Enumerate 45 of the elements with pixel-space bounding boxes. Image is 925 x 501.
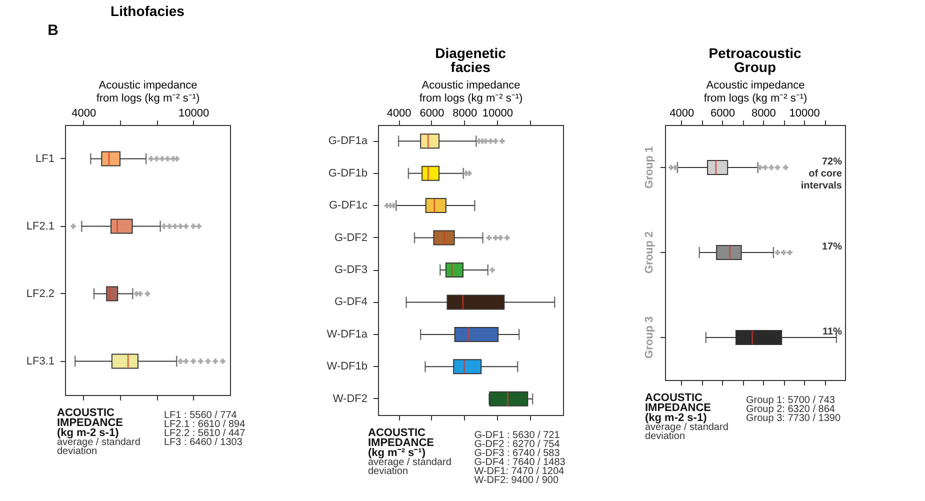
y-tick-label: G-DF1a [328, 135, 368, 148]
x-tick-label: 10000 [482, 108, 514, 120]
y-tick-label: G-DF2 [334, 232, 368, 244]
annotation: 11% [822, 326, 842, 338]
y-tick-label: G-DF1c [329, 200, 368, 212]
y-tick-label: G-DF1b [328, 167, 368, 180]
y-tick-label: Group 3 [644, 316, 656, 359]
y-tick-label: Group 2 [644, 231, 656, 274]
text: Group 1: 5700 / 743 Group 2: 6320 / 864 Group 3: 7730 / 1390 [746, 395, 841, 424]
chart-title: Petroacoustic Group [708, 45, 802, 75]
x-tick-label: 4000 [386, 108, 412, 120]
x-tick-label: 10000 [178, 108, 210, 120]
y-tick-label: W-DF2 [332, 392, 368, 405]
x-tick-label: 4000 [670, 108, 694, 120]
x-axis-title: Acoustic impedance from logs (kg m⁻² s⁻¹) [419, 80, 523, 104]
text: LF1 : 5560 / 774 LF2.1 : 6610 / 894 LF2.2 : 5610 / 447 LF3 : 6460 / 1303 [164, 410, 246, 448]
annotation: 72% of core intervals [800, 156, 842, 192]
annotation: 17% [822, 242, 842, 252]
x-axis-title: Acoustic impedance from logs (kg m⁻² s⁻¹) [704, 80, 808, 104]
y-tick-label: LF3.1 [26, 355, 54, 368]
y-tick-label: G-DF3 [334, 264, 368, 276]
text: G-DF1 : 5630 / 721 G-DF2 : 6270 / 754 G-DF3 : 6740 / 583 G-DF4 : 7640 / 1483 W-DF1: 7470 / 1204 W-DF2: 9400 / 900 [474, 430, 566, 486]
x-tick-label: 8000 [751, 108, 776, 120]
y-tick-label: LF2.1 [26, 220, 54, 232]
x-tick-label: 6000 [710, 108, 736, 120]
text: ACOUSTIC IMPEDANCE (kg m-2 s-1) [645, 392, 712, 424]
text: B [48, 22, 59, 39]
x-axis-title: Acoustic impedance from logs (kg m⁻² s⁻¹) [96, 80, 200, 104]
x-tick-label: 8000 [452, 108, 478, 120]
x-tick-label: 6000 [420, 108, 444, 120]
text: ACOUSTIC IMPEDANCE (kg m⁻² s⁻¹) [368, 427, 434, 459]
text: average / standard deviation [57, 437, 140, 457]
y-tick-label: Group 1 [644, 146, 656, 189]
text: ACOUSTIC IMPEDANCE (kg m-2 s-1) [57, 407, 124, 439]
chart-title: Lithofacies [110, 3, 185, 19]
y-tick-label: LF1 [36, 152, 54, 165]
y-tick-label: G-DF4 [334, 296, 368, 308]
y-tick-label: LF2.2 [26, 288, 54, 300]
y-tick-label: W-DF1a [326, 328, 368, 340]
chart-title: Diagenetic facies [435, 45, 506, 75]
x-tick-label: 4000 [72, 108, 96, 120]
text: average / standard deviation [368, 457, 452, 477]
x-tick-label: 10000 [789, 108, 820, 120]
text: average / standard deviation [645, 422, 728, 442]
y-tick-label: W-DF1b [326, 360, 368, 373]
